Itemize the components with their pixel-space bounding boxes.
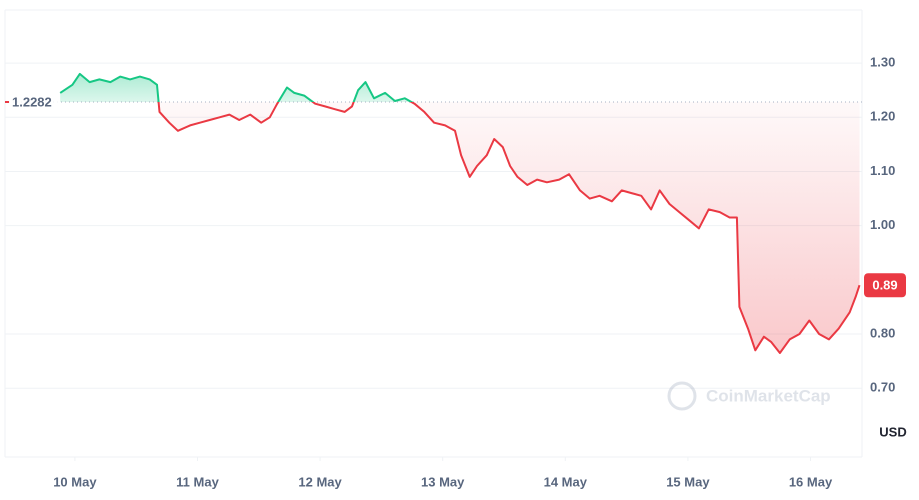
- watermark-logo: [667, 381, 697, 411]
- y-tick-label: 1.00: [870, 217, 895, 232]
- x-tick-label: 14 May: [544, 474, 588, 489]
- baseline-label-bg: [8, 93, 58, 112]
- x-tick-label: 12 May: [298, 474, 342, 489]
- y-tick-label: 1.30: [870, 55, 895, 70]
- watermark-text: CoinMarketCap: [706, 386, 831, 405]
- x-tick-label: 11 May: [176, 474, 219, 489]
- watermark: CoinMarketCap: [667, 381, 831, 411]
- current-price-label: 0.89: [872, 278, 897, 293]
- y-tick-label: 1.10: [870, 163, 895, 178]
- y-tick-label: 0.80: [870, 325, 895, 340]
- area-down: [60, 102, 860, 353]
- baseline-label: 1.2282: [12, 94, 52, 109]
- x-tick-label: 16 May: [789, 474, 833, 489]
- price-line-down: [157, 102, 861, 354]
- area-up: [60, 73, 412, 103]
- x-tick-label: 13 May: [421, 474, 465, 489]
- x-tick-label: 15 May: [666, 474, 710, 489]
- y-tick-label: 0.70: [870, 380, 895, 395]
- unit-label: USD: [879, 424, 906, 439]
- y-tick-label: 1.20: [870, 109, 895, 124]
- x-tick-label: 10 May: [53, 474, 97, 489]
- current-price-badge: [864, 273, 906, 298]
